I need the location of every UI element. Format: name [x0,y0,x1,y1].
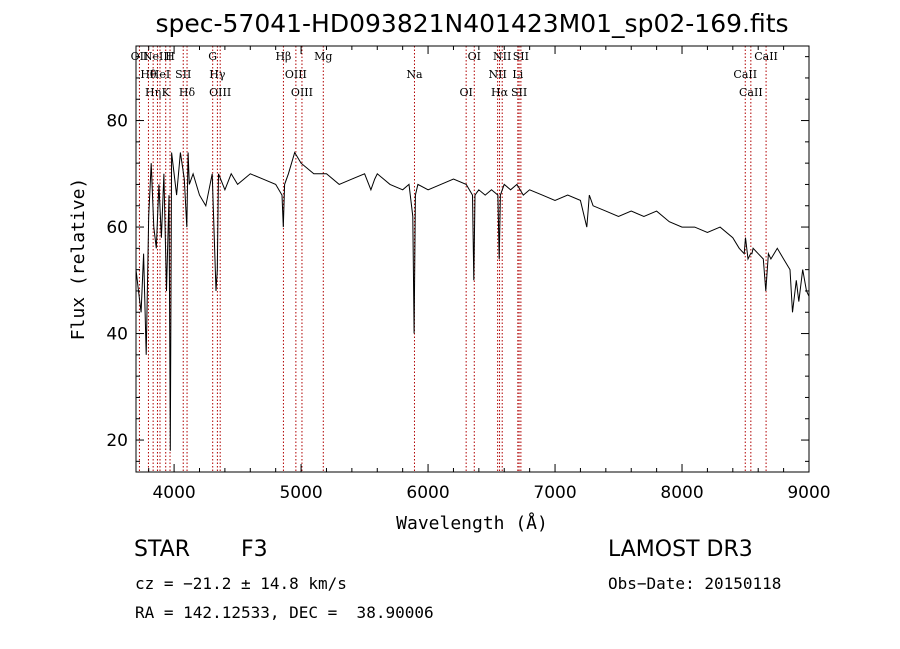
x-axis-ticks: 4000 5000 6000 7000 8000 9000 [148,46,831,503]
x-tick-label: 9000 [787,483,830,503]
line-label: G [208,50,217,63]
object-class: STAR [134,537,191,562]
x-tick-label: 7000 [533,483,576,503]
line-label: K [162,86,171,99]
emission-line-labels: OIIHθHηNeIIIHeIKHSIIHδGHγOIIIHβOIIIOIIIM… [131,50,778,99]
line-label: Hη [145,86,161,99]
line-label: SII [511,86,527,99]
line-label: OI [468,50,481,63]
y-tick-label: 20 [106,431,128,451]
line-label: OIII [209,86,231,99]
spectrum-series [135,151,810,451]
line-label: SII [513,50,529,63]
emission-line-markers [138,46,767,472]
line-label: SII [175,68,191,81]
spectrum-chart: spec-57041-HD093821N401423M01_sp02-169.f… [68,9,831,534]
x-tick-label: 8000 [660,483,703,503]
line-label: OI [459,86,472,99]
line-label: CaII [754,50,778,63]
line-label: OIII [285,68,307,81]
ra-dec-coordinates: RA = 142.12533, DEC = 38.90006 [135,603,434,622]
line-label: CaII [733,68,757,81]
y-tick-label: 60 [106,218,128,238]
survey-name: LAMOST DR3 [608,537,753,562]
y-tick-label: 40 [106,325,128,345]
line-label: Hβ [275,50,291,63]
spectrum-line-0 [135,151,810,451]
line-label: Hδ [179,86,196,99]
x-tick-label: 4000 [152,483,195,503]
line-label: NeIII [143,50,172,63]
observation-date: Obs−Date: 20150118 [608,574,782,593]
x-axis-label: Wavelength (Å) [396,512,548,534]
object-subclass: F3 [241,537,268,562]
line-label: Hθ [140,68,157,81]
line-label: H [165,50,175,63]
line-label: HeI [150,68,170,81]
line-label: Hγ [209,68,226,81]
line-label: Na [406,68,423,81]
line-label: CaII [739,86,763,99]
x-tick-label: 6000 [406,483,449,503]
y-axis-label: Flux (relative) [68,178,89,341]
chart-title: spec-57041-HD093821N401423M01_sp02-169.f… [155,9,788,38]
line-label: NII [488,68,506,81]
line-label: OIII [291,86,313,99]
line-label: NII [493,50,511,63]
line-label: Mg [314,50,332,63]
y-axis-ticks: 20 40 60 80 [106,56,809,462]
plot-frame [135,45,810,473]
line-label: Hα [491,86,509,99]
x-tick-label: 5000 [279,483,322,503]
redshift-value: cz = −21.2 ± 14.8 km/s [135,574,347,593]
y-tick-label: 80 [106,112,128,132]
line-label: Li [512,68,523,81]
